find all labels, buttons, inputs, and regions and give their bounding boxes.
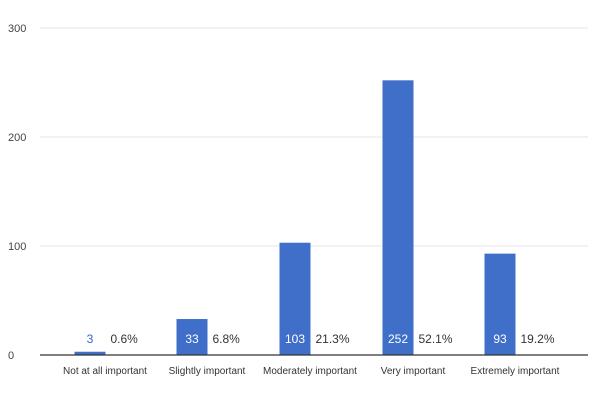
bars: [74, 80, 516, 355]
x-tick-label: Moderately important: [263, 366, 357, 377]
value-label: 103: [285, 332, 305, 346]
percent-label: 6.8%: [213, 332, 241, 346]
y-tick-label: 100: [8, 241, 26, 253]
x-tick-label: Not at all important: [63, 366, 147, 377]
bar: [484, 253, 516, 355]
percent-label: 21.3%: [316, 332, 350, 346]
percent-label: 19.2%: [521, 332, 555, 346]
value-label: 252: [388, 332, 408, 346]
x-tick-label: Very important: [381, 366, 446, 377]
bar: [176, 319, 208, 355]
value-label: 33: [185, 332, 199, 346]
percent-label: 52.1%: [419, 332, 453, 346]
y-tick-label: 200: [8, 132, 26, 144]
bar: [74, 351, 106, 355]
value-label: 93: [493, 332, 507, 346]
y-tick-label: 300: [8, 23, 26, 35]
y-tick-label: 0: [8, 350, 14, 362]
bar: [279, 242, 311, 355]
y-axis: 0 100 200 300: [8, 23, 26, 362]
value-label: 3: [87, 332, 94, 346]
data-labels: 3 0.6% 33 6.8% 103 21.3% 252 52.1% 93 19.2%: [87, 332, 555, 346]
gridlines: [40, 27, 588, 247]
x-tick-label: Slightly important: [169, 366, 246, 377]
bar: [382, 80, 414, 355]
x-axis: Not at all important Slightly important Mo…: [40, 354, 588, 377]
x-tick-label: Extremely important: [471, 366, 560, 377]
percent-label: 0.6%: [111, 332, 139, 346]
